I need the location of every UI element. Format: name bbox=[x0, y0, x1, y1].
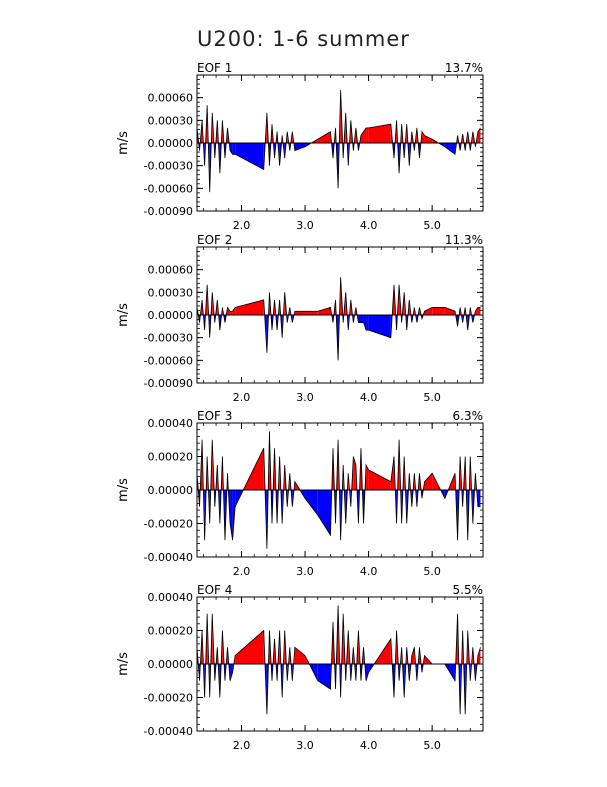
y-tick-label: -0.00040 bbox=[144, 725, 193, 738]
area-fill-segment bbox=[424, 307, 433, 315]
area-fill-segment bbox=[475, 307, 478, 315]
x-tick-label: 4.0 bbox=[360, 565, 378, 578]
x-tick-label: 2.0 bbox=[233, 219, 251, 232]
area-fill-segment bbox=[235, 299, 264, 315]
y-tick-label: -0.00020 bbox=[144, 518, 193, 531]
y-tick-label: 0.00060 bbox=[148, 92, 194, 105]
area-fill-segment bbox=[317, 131, 331, 143]
y-tick-label: 0.00020 bbox=[148, 451, 194, 464]
y-axis-label: m/s bbox=[116, 303, 131, 327]
area-fill-segment bbox=[294, 647, 306, 664]
area-fill-segment bbox=[360, 315, 364, 323]
y-tick-label: -0.00030 bbox=[144, 332, 193, 345]
x-tick-label: 3.0 bbox=[296, 565, 314, 578]
area-fill-segment bbox=[353, 456, 356, 490]
y-tick-label: 0.00040 bbox=[148, 591, 194, 604]
area-fill-segment bbox=[477, 490, 481, 507]
y-axis-label: m/s bbox=[116, 131, 131, 155]
y-tick-label: -0.00060 bbox=[144, 354, 193, 367]
panel-title: EOF 1 bbox=[197, 61, 232, 75]
y-tick-label: 0.00060 bbox=[148, 264, 194, 277]
area-fill-segment bbox=[230, 664, 233, 681]
area-fill-segment bbox=[235, 630, 264, 664]
y-tick-label: -0.00060 bbox=[144, 182, 193, 195]
variance-label: 5.5% bbox=[453, 583, 484, 597]
area-fill-segment bbox=[230, 311, 233, 315]
y-tick-label: 0.00040 bbox=[148, 417, 194, 430]
area-fill-segment bbox=[294, 143, 306, 151]
x-tick-label: 5.0 bbox=[423, 219, 441, 232]
area-fill-segment bbox=[366, 315, 369, 331]
y-tick-label: -0.00090 bbox=[144, 377, 193, 390]
panel-title: EOF 3 bbox=[197, 409, 232, 423]
x-tick-label: 5.0 bbox=[423, 391, 441, 404]
x-tick-label: 4.0 bbox=[360, 219, 378, 232]
area-fill-segment bbox=[294, 311, 306, 315]
x-tick-label: 3.0 bbox=[296, 219, 314, 232]
area-fill-segment bbox=[305, 490, 318, 516]
panel-title: EOF 4 bbox=[197, 583, 232, 597]
y-tick-label: 0.00000 bbox=[148, 309, 194, 322]
area-fill-segment bbox=[424, 473, 433, 490]
y-tick-label: 0.00000 bbox=[148, 658, 194, 671]
y-tick-label: -0.00030 bbox=[144, 160, 193, 173]
x-tick-label: 4.0 bbox=[360, 391, 378, 404]
area-fill-segment bbox=[358, 315, 361, 323]
area-fill-segment bbox=[444, 307, 456, 315]
area-fill-segment bbox=[477, 647, 481, 664]
variance-label: 13.7% bbox=[445, 61, 483, 75]
area-fill-segment bbox=[477, 127, 481, 143]
variance-label: 6.3% bbox=[453, 409, 484, 423]
area-fill-segment bbox=[317, 307, 331, 315]
area-fill-segment bbox=[411, 647, 415, 664]
y-axis-label: m/s bbox=[116, 652, 131, 676]
y-tick-label: 0.00030 bbox=[148, 114, 194, 127]
area-fill-segment bbox=[366, 664, 369, 681]
x-tick-label: 2.0 bbox=[233, 739, 251, 752]
series-line bbox=[197, 277, 481, 361]
x-tick-label: 5.0 bbox=[423, 565, 441, 578]
panel-title: EOF 2 bbox=[197, 233, 232, 247]
area-fill-segment bbox=[368, 469, 391, 490]
y-axis-label: m/s bbox=[116, 478, 131, 502]
series-line bbox=[197, 605, 481, 715]
area-fill-segment bbox=[366, 464, 369, 490]
area-fill-segment bbox=[305, 311, 318, 315]
series-line bbox=[197, 90, 481, 193]
area-fill-segment bbox=[366, 127, 369, 143]
y-tick-label: -0.00090 bbox=[144, 205, 193, 218]
y-tick-label: 0.00000 bbox=[148, 484, 194, 497]
area-fill-segment bbox=[235, 143, 264, 170]
y-tick-label: 0.00020 bbox=[148, 625, 194, 638]
x-tick-label: 3.0 bbox=[296, 739, 314, 752]
eof-panel-1: 0.00060 0.00030 0.00000 -0.00030 -0.00060 -0.… bbox=[116, 61, 484, 232]
x-tick-label: 4.0 bbox=[360, 739, 378, 752]
eof-panel-2: 0.00060 0.00030 0.00000 -0.00030 -0.00060 -0.… bbox=[116, 233, 484, 404]
area-fill-segment bbox=[477, 307, 481, 315]
x-tick-label: 2.0 bbox=[233, 565, 251, 578]
y-tick-label: -0.00020 bbox=[144, 692, 193, 705]
y-tick-label: 0.00000 bbox=[148, 137, 194, 150]
area-fill-segment bbox=[232, 307, 236, 315]
series-line bbox=[197, 431, 481, 549]
area-fill-segment bbox=[363, 127, 367, 143]
area-fill-segment bbox=[227, 307, 231, 315]
area-fill-segment bbox=[432, 307, 445, 315]
eof-panel-4: 0.00040 0.00020 0.00000 -0.00020 -0.00040 2.0… bbox=[116, 583, 484, 752]
y-tick-label: -0.00040 bbox=[144, 551, 193, 564]
y-tick-label: 0.00030 bbox=[148, 286, 194, 299]
area-fill-segment bbox=[424, 135, 433, 143]
area-fill-segment bbox=[368, 124, 391, 143]
page-title: U200: 1-6 summer bbox=[197, 27, 410, 51]
x-tick-label: 2.0 bbox=[233, 391, 251, 404]
area-fill-segment bbox=[444, 143, 456, 155]
area-fill-segment bbox=[232, 143, 236, 155]
eof-panel-3: 0.00040 0.00020 0.00000 -0.00020 -0.00040 2.0… bbox=[116, 409, 484, 578]
x-tick-label: 5.0 bbox=[423, 739, 441, 752]
variance-label: 11.3% bbox=[445, 233, 483, 247]
area-fill-segment bbox=[317, 490, 331, 536]
x-tick-label: 3.0 bbox=[296, 391, 314, 404]
area-fill-segment bbox=[363, 315, 367, 331]
